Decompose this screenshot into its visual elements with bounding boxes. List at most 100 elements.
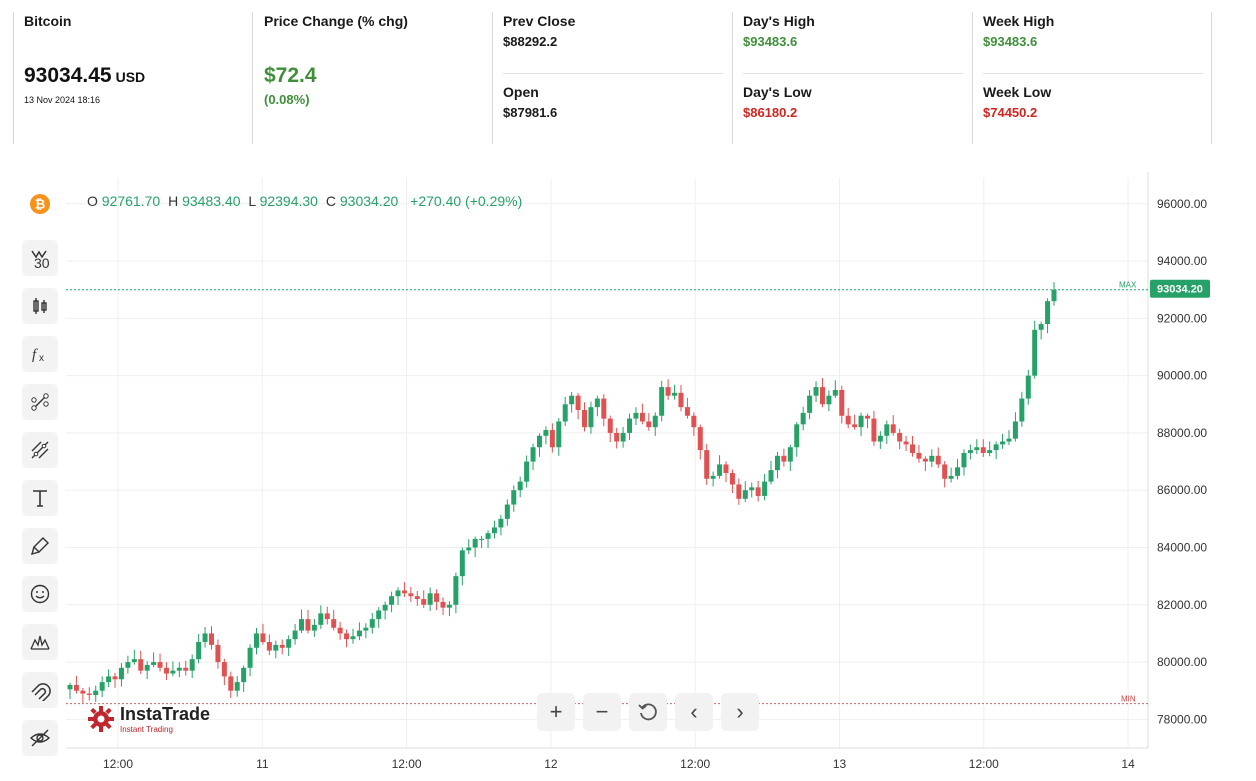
candle-body: [582, 410, 588, 428]
candle-body: [768, 470, 774, 482]
ohlc-close-value: 93034.20: [339, 193, 399, 209]
candle-body: [536, 435, 542, 448]
y-tick-label: 96000.00: [1157, 197, 1207, 211]
candle-body: [196, 642, 202, 660]
candle-body: [202, 633, 208, 643]
candle-body: [1032, 329, 1038, 376]
candle-body: [434, 593, 440, 602]
candles-icon[interactable]: [22, 288, 58, 324]
candle-body: [556, 421, 562, 448]
candle-body: [652, 415, 658, 428]
candle-body: [67, 684, 73, 690]
candle-body: [440, 601, 446, 608]
candle-body: [112, 676, 118, 680]
candle-body: [221, 662, 227, 677]
ohlc-low-value: 92394.30: [259, 193, 318, 209]
pattern-icon[interactable]: [22, 624, 58, 660]
lines-icon[interactable]: [22, 432, 58, 468]
candle-body: [749, 487, 755, 491]
plus-icon: +: [549, 699, 563, 724]
ohlc-open-value: 92761.70: [101, 193, 161, 209]
candle-body: [916, 452, 922, 459]
candle-body: [350, 636, 356, 640]
candle-body: [813, 387, 819, 396]
timeframe-30-icon: [31, 250, 47, 259]
candle-body: [157, 662, 163, 668]
candle-body: [118, 667, 124, 680]
candle-body: [305, 619, 311, 631]
candle-body: [871, 418, 877, 442]
text-icon[interactable]: [22, 480, 58, 516]
candle-body: [832, 389, 838, 396]
x-tick-label: 12:00: [392, 757, 422, 771]
visibility-icon[interactable]: [22, 720, 58, 756]
candle-body: [485, 533, 491, 539]
candle-body: [176, 667, 182, 671]
candle-body: [491, 527, 497, 534]
candle-body: [929, 455, 935, 462]
candlestick-chart[interactable]: 12:00 11 12:00 12 12:00 13 12:00 14 96000.00 9400…: [16, 172, 1216, 776]
candle-body: [86, 693, 92, 696]
candle-body: [138, 659, 144, 671]
candle-body: [967, 450, 973, 453]
candle-body: [588, 407, 594, 428]
candle-body: [800, 412, 806, 425]
candle-body: [266, 642, 272, 651]
candle-body: [1051, 289, 1057, 302]
timeframe-button[interactable]: 30: [22, 240, 58, 276]
svg-text:f: f: [32, 347, 38, 363]
emoji-icon[interactable]: [22, 576, 58, 612]
candle-body: [241, 667, 247, 683]
change-percent: (0.08%): [264, 92, 310, 107]
candle-body: [627, 418, 633, 433]
reset-chart-button[interactable]: [629, 693, 667, 731]
y-tick-label: 82000.00: [1157, 598, 1207, 612]
instatrade-logo-icon: [88, 706, 114, 732]
bitcoin-icon[interactable]: ₿: [22, 186, 58, 222]
zoom-out-button[interactable]: −: [583, 693, 621, 731]
min-label: MIN: [1121, 695, 1136, 704]
chart-zoom-controls: + − ‹ ›: [537, 693, 759, 733]
candle-body: [414, 596, 420, 600]
candle-body: [170, 670, 176, 674]
candle-body: [890, 424, 896, 433]
price-datetime: 13 Nov 2024 18:16: [24, 95, 101, 105]
y-tick-label: 90000.00: [1157, 369, 1207, 383]
stats-separator: [983, 73, 1203, 74]
chevron-left-icon: ‹: [690, 699, 698, 724]
scroll-right-button[interactable]: ›: [721, 693, 759, 731]
y-tick-label: 80000.00: [1157, 655, 1207, 669]
candle-body: [665, 387, 671, 396]
candle-body: [446, 604, 452, 608]
candle-body: [331, 619, 337, 628]
magnet-icon[interactable]: [22, 672, 58, 708]
candle-body: [286, 639, 292, 648]
candle-body: [678, 392, 684, 408]
candle-body: [691, 415, 697, 428]
shapes-icon[interactable]: [22, 384, 58, 420]
candle-body: [504, 504, 510, 519]
logo-tagline: Instant Trading: [120, 725, 173, 734]
brush-icon[interactable]: [22, 528, 58, 564]
candle-body: [659, 387, 665, 416]
candle-body: [73, 684, 79, 691]
ohlc-close-label: C: [325, 193, 336, 209]
zoom-in-button[interactable]: +: [537, 693, 575, 731]
scroll-left-button[interactable]: ‹: [675, 693, 713, 731]
candle-body: [80, 690, 86, 694]
max-label: MAX: [1119, 281, 1137, 290]
candle-body: [839, 389, 845, 416]
stats-divider: [972, 12, 973, 144]
candle-body: [453, 576, 459, 605]
chart-panel[interactable]: 12:00 11 12:00 12 12:00 13 12:00 14 96000.00 9400…: [16, 172, 1216, 776]
week-low-value: $74450.2: [983, 105, 1038, 120]
y-tick-label: 94000.00: [1157, 254, 1207, 268]
candle-body: [208, 633, 214, 645]
reset-icon: [638, 703, 657, 721]
days-high-value: $93483.6: [743, 34, 798, 49]
open-value: $87981.6: [503, 105, 558, 120]
candle-body: [729, 473, 735, 485]
candle-body: [356, 630, 362, 637]
